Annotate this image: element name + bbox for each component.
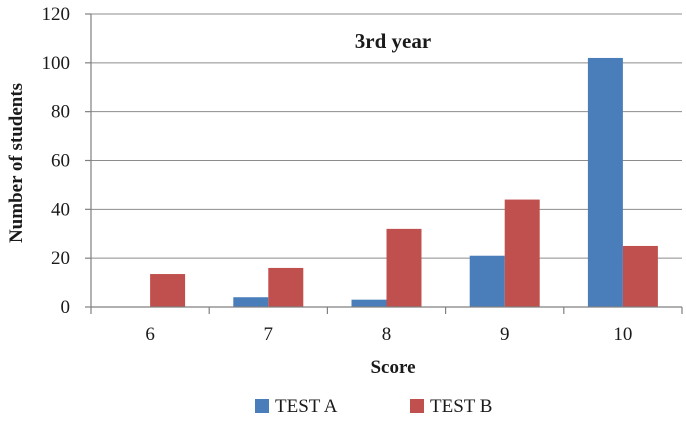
- bar-test-b-6: [150, 274, 186, 307]
- bar-test-a-10: [587, 57, 623, 308]
- axes: [85, 13, 683, 314]
- x-tick-10: 10: [613, 324, 632, 345]
- legend-label-test-a: TEST A: [275, 396, 338, 417]
- chart-title: 3rd year: [355, 29, 431, 53]
- x-axis-title: Score: [370, 357, 415, 378]
- legend-swatch-test-a: [255, 399, 269, 413]
- bar-test-b-10: [622, 245, 658, 307]
- legend-label-test-b: TEST B: [430, 396, 492, 417]
- x-tick-8: 8: [382, 324, 392, 345]
- y-tick-40: 40: [51, 199, 70, 220]
- bar-test-a-9: [469, 255, 505, 307]
- y-tick-100: 100: [42, 53, 71, 74]
- y-tick-20: 20: [51, 248, 70, 269]
- bar-test-a-8: [351, 299, 387, 307]
- gridlines: [91, 13, 682, 259]
- bar-test-b-7: [268, 267, 304, 307]
- x-tick-7: 7: [264, 324, 274, 345]
- x-tick-9: 9: [500, 324, 510, 345]
- y-axis-title: Number of students: [6, 83, 27, 243]
- x-tick-labels: 6 7 8 9 10: [145, 324, 632, 345]
- x-tick-6: 6: [145, 324, 155, 345]
- bars: [150, 57, 658, 308]
- y-tick-labels: 0 20 40 60 80 100 120: [42, 4, 71, 318]
- bar-test-b-9: [504, 199, 540, 307]
- y-tick-80: 80: [51, 102, 70, 123]
- legend: TEST A TEST B: [255, 396, 492, 417]
- y-tick-120: 120: [42, 4, 71, 25]
- bar-test-b-8: [386, 228, 422, 307]
- y-tick-60: 60: [51, 151, 70, 172]
- y-tick-0: 0: [61, 297, 71, 318]
- bar-test-a-7: [233, 297, 269, 307]
- legend-swatch-test-b: [410, 399, 424, 413]
